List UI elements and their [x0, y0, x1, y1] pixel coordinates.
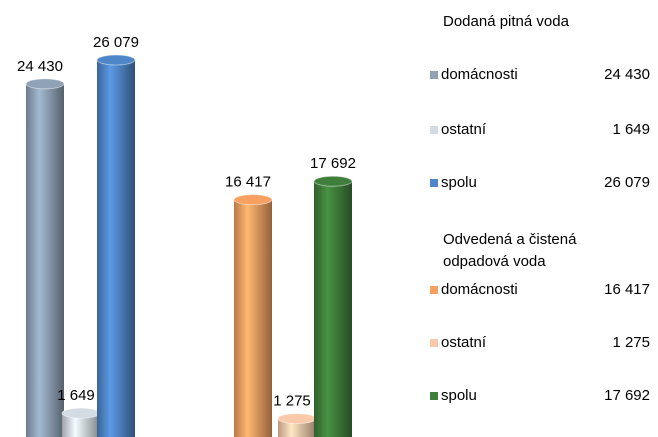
- legend-swatch: [430, 126, 438, 134]
- legend-label: spolu: [441, 174, 477, 191]
- legend-label: ostatní: [441, 334, 487, 351]
- bar: [234, 199, 272, 437]
- data-label: 16 417: [225, 174, 271, 191]
- bar: [314, 181, 352, 437]
- legend-title: Odvedená a čistená odpadová voda: [443, 231, 577, 270]
- legend-label: ostatní: [441, 121, 487, 138]
- data-label: 1 649: [57, 387, 95, 404]
- bar: [26, 83, 64, 437]
- bar-top: [61, 407, 101, 419]
- legend-swatch: [430, 339, 438, 347]
- legend-value: 1 649: [612, 121, 650, 138]
- legend-swatch: [430, 392, 438, 400]
- bar-top: [277, 413, 317, 425]
- legend-swatch: [430, 71, 438, 79]
- data-label: 26 079: [93, 34, 139, 51]
- bar: [97, 60, 135, 437]
- legend-label: spolu: [441, 387, 477, 404]
- legend-title: Dodaná pitná voda: [443, 13, 569, 30]
- legend-value: 1 275: [612, 334, 650, 351]
- bar-top: [233, 194, 273, 206]
- legend-swatch: [430, 179, 438, 187]
- data-label: 1 275: [273, 393, 311, 410]
- data-label: 17 692: [310, 155, 356, 172]
- legend-value: 16 417: [604, 281, 650, 298]
- bar-top: [96, 54, 136, 66]
- legend-swatch: [430, 286, 438, 294]
- legend-value: 24 430: [604, 66, 650, 83]
- bar-top: [313, 175, 353, 187]
- bar-top: [25, 78, 65, 90]
- bar: [62, 413, 100, 437]
- data-label: 24 430: [17, 58, 63, 75]
- bar: [278, 418, 316, 437]
- legend-value: 26 079: [604, 174, 650, 191]
- legend-label: domácnosti: [441, 66, 518, 83]
- legend-value: 17 692: [604, 387, 650, 404]
- legend-label: domácnosti: [441, 281, 518, 298]
